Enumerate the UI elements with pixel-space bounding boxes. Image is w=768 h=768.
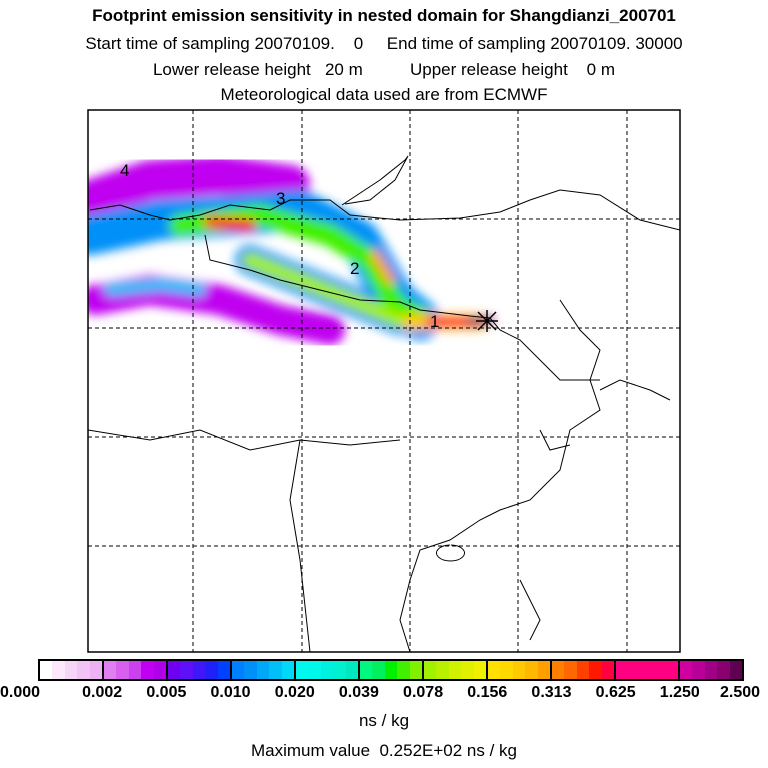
sensitivity-plume [88, 155, 494, 345]
colorbar-tick-label: 0.078 [403, 684, 444, 701]
receptor-marker-icon [476, 310, 498, 332]
colorbar-segment [552, 661, 616, 679]
trajectory-label-2: 2 [350, 259, 359, 278]
colorbar-tick-label: 0.625 [595, 684, 636, 701]
footprint-map: 1 2 3 4 [87, 109, 681, 653]
release-height: Lower release height 20 m Upper release … [152, 60, 616, 79]
colorbar-tick-label: 0.010 [210, 684, 251, 701]
colorbar-tick-label: 1.250 [659, 684, 700, 701]
colorbar-tick-label: 0.005 [146, 684, 187, 701]
colorbar-segment [296, 661, 360, 679]
grid-lines [88, 110, 680, 652]
colorbar-segment [360, 661, 424, 679]
trajectory-label-1: 1 [430, 312, 439, 331]
colorbar-tick-label: 0.156 [467, 684, 508, 701]
colorbar-tick-label: 2.500 [719, 684, 761, 701]
colorbar-segment [168, 661, 232, 679]
colorbar-segment [40, 661, 104, 679]
colorbar-unit: ns / kg [358, 711, 410, 730]
colorbar-tick-label: 0.020 [274, 684, 315, 701]
met-data-source: Meteorological data used are from ECMWF [220, 85, 548, 104]
colorbar-segment [232, 661, 296, 679]
map-frame [87, 109, 681, 653]
colorbar-segment [616, 661, 680, 679]
trajectory-label-3: 3 [276, 189, 285, 208]
colorbar [38, 659, 744, 681]
plot-title: Footprint emission sensitivity in nested… [92, 6, 676, 25]
maximum-value: Maximum value 0.252E+02 ns / kg [251, 741, 517, 760]
colorbar-tick-label: 0.000 [0, 684, 41, 701]
colorbar-tick-label: 0.002 [82, 684, 123, 701]
sampling-time: Start time of sampling 20070109. 0 End t… [85, 34, 683, 53]
colorbar-segment [424, 661, 488, 679]
colorbar-tick-label: 0.313 [531, 684, 572, 701]
colorbar-segment [680, 661, 743, 679]
colorbar-tick-label: 0.039 [338, 684, 379, 701]
trajectory-label-4: 4 [120, 161, 129, 180]
colorbar-segment [488, 661, 552, 679]
colorbar-ticks: 0.000 0.002 0.005 0.010 0.020 0.039 0.078 0.156… [0, 684, 768, 706]
colorbar-segment [104, 661, 168, 679]
